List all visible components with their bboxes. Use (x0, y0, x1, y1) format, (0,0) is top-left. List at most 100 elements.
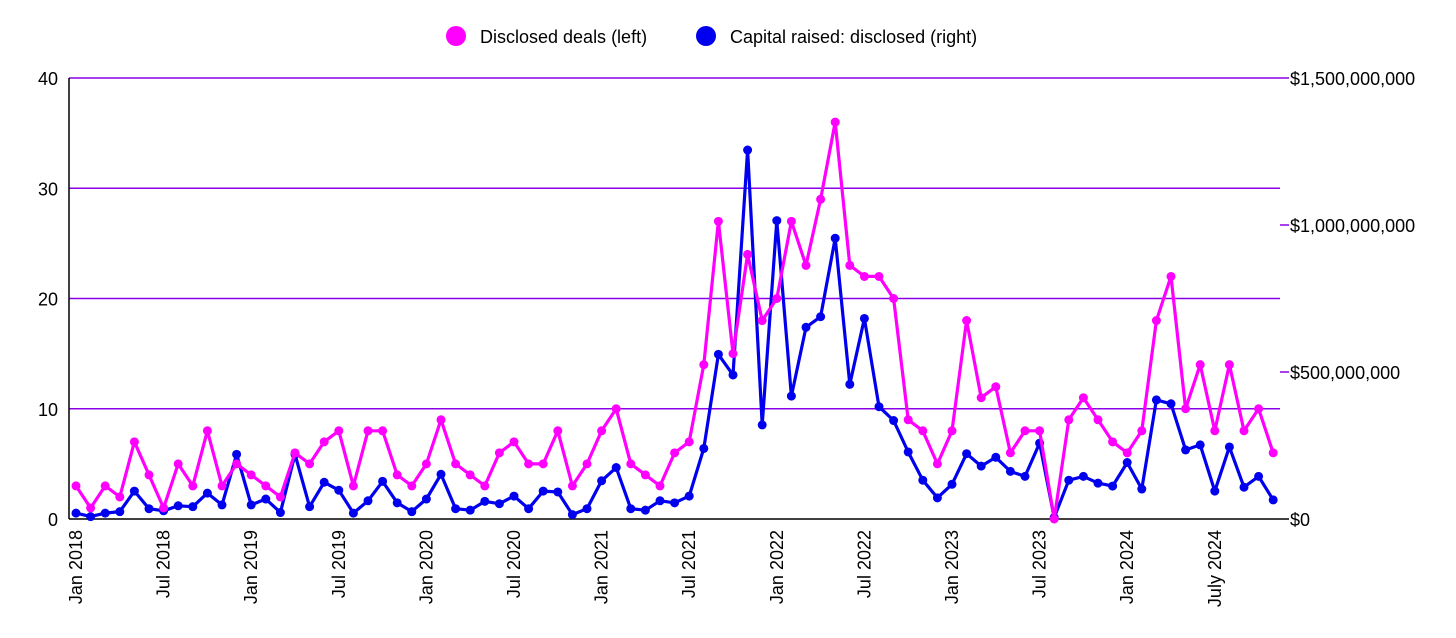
capital-point[interactable] (246, 500, 256, 510)
capital-point[interactable] (962, 449, 972, 459)
capital-point[interactable] (1020, 471, 1030, 481)
capital-point[interactable] (494, 499, 504, 509)
capital-point[interactable] (86, 512, 96, 522)
capital-point[interactable] (801, 322, 811, 332)
capital-point[interactable] (465, 505, 475, 515)
deals-point[interactable] (1195, 360, 1205, 370)
capital-point[interactable] (670, 498, 680, 508)
capital-point[interactable] (684, 491, 694, 501)
deals-point[interactable] (626, 459, 636, 469)
capital-point[interactable] (947, 479, 957, 489)
deals-point[interactable] (1078, 393, 1088, 403)
capital-point[interactable] (524, 504, 534, 514)
deals-point[interactable] (757, 316, 767, 326)
capital-point[interactable] (757, 420, 767, 430)
capital-point[interactable] (392, 498, 402, 508)
capital-point[interactable] (421, 494, 431, 504)
capital-point[interactable] (1137, 484, 1147, 494)
deals-point[interactable] (553, 426, 563, 436)
capital-point[interactable] (305, 502, 315, 512)
capital-point[interactable] (874, 402, 884, 412)
capital-point[interactable] (71, 508, 81, 518)
deals-point[interactable] (991, 382, 1001, 392)
capital-point[interactable] (509, 491, 519, 501)
deals-point[interactable] (670, 448, 680, 458)
capital-point[interactable] (1166, 399, 1176, 409)
capital-point[interactable] (655, 496, 665, 506)
deals-point[interactable] (1122, 448, 1132, 458)
deals-point[interactable] (699, 360, 709, 370)
deals-point[interactable] (480, 481, 490, 491)
deals-point[interactable] (129, 437, 139, 447)
deals-point[interactable] (597, 426, 607, 436)
deals-point[interactable] (801, 260, 811, 270)
capital-point[interactable] (816, 312, 826, 322)
capital-point[interactable] (1254, 471, 1264, 481)
capital-point[interactable] (1181, 445, 1191, 455)
capital-point[interactable] (144, 504, 154, 514)
capital-point[interactable] (480, 496, 490, 506)
deals-point[interactable] (1210, 426, 1220, 436)
deals-point[interactable] (903, 415, 913, 425)
deals-point[interactable] (874, 271, 884, 281)
deals-point[interactable] (859, 271, 869, 281)
capital-point[interactable] (976, 461, 986, 471)
deals-point[interactable] (378, 426, 388, 436)
deals-point[interactable] (275, 492, 285, 502)
deals-point[interactable] (640, 470, 650, 480)
capital-point[interactable] (889, 416, 899, 426)
deals-point[interactable] (611, 404, 621, 414)
capital-point[interactable] (232, 449, 242, 459)
capital-point[interactable] (1195, 440, 1205, 450)
deals-point[interactable] (217, 481, 227, 491)
deals-point[interactable] (918, 426, 928, 436)
capital-point[interactable] (991, 452, 1001, 462)
capital-point[interactable] (1122, 458, 1132, 468)
capital-point[interactable] (1210, 486, 1220, 496)
deals-point[interactable] (1049, 514, 1059, 524)
capital-point[interactable] (772, 216, 782, 226)
deals-point[interactable] (494, 448, 504, 458)
deals-point[interactable] (1151, 316, 1161, 326)
capital-point[interactable] (1005, 466, 1015, 476)
deals-point[interactable] (684, 437, 694, 447)
deals-point[interactable] (538, 459, 548, 469)
deals-point[interactable] (1093, 415, 1103, 425)
capital-point[interactable] (1239, 482, 1249, 492)
capital-point[interactable] (728, 370, 738, 380)
deals-point[interactable] (962, 316, 972, 326)
deals-point[interactable] (509, 437, 519, 447)
deals-point[interactable] (845, 260, 855, 270)
capital-point[interactable] (100, 508, 110, 518)
capital-point[interactable] (188, 502, 198, 512)
deals-point[interactable] (1035, 426, 1045, 436)
deals-point[interactable] (1181, 404, 1191, 414)
deals-point[interactable] (407, 481, 417, 491)
capital-point[interactable] (1093, 478, 1103, 488)
deals-point[interactable] (655, 481, 665, 491)
capital-point[interactable] (611, 463, 621, 473)
capital-point[interactable] (538, 486, 548, 496)
deals-point[interactable] (465, 470, 475, 480)
deals-point[interactable] (1005, 448, 1015, 458)
deals-point[interactable] (451, 459, 461, 469)
deals-point[interactable] (436, 415, 446, 425)
deals-point[interactable] (100, 481, 110, 491)
capital-point[interactable] (830, 233, 840, 243)
capital-point[interactable] (115, 507, 125, 517)
deals-point[interactable] (290, 448, 300, 458)
deals-point[interactable] (188, 481, 198, 491)
capital-point[interactable] (626, 504, 636, 514)
deals-point[interactable] (334, 426, 344, 436)
deals-point[interactable] (976, 393, 986, 403)
capital-point[interactable] (786, 391, 796, 401)
deals-point[interactable] (1166, 271, 1176, 281)
capital-point[interactable] (202, 488, 212, 498)
deals-point[interactable] (728, 349, 738, 359)
capital-point[interactable] (129, 486, 139, 496)
capital-point[interactable] (1064, 475, 1074, 485)
deals-point[interactable] (1064, 415, 1074, 425)
capital-point[interactable] (217, 500, 227, 510)
capital-point[interactable] (348, 508, 358, 518)
deals-point[interactable] (421, 459, 431, 469)
